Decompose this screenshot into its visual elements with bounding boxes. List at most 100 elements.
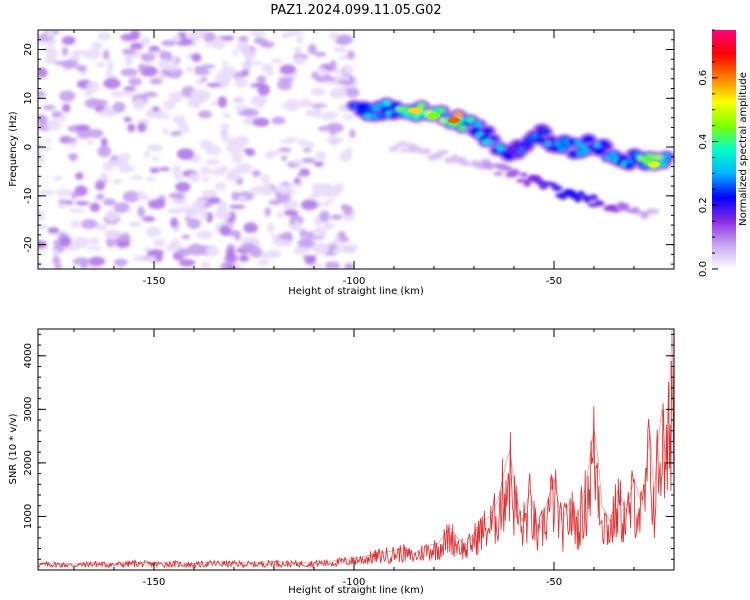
noise-spot <box>307 194 321 199</box>
spectrogram-heatmap <box>38 30 674 269</box>
noise-spot <box>57 199 74 204</box>
ridge-core <box>584 136 593 142</box>
noise-spot <box>344 262 355 269</box>
noise-spot <box>147 199 166 210</box>
ridge-core <box>436 107 446 114</box>
noise-spot <box>206 158 221 165</box>
branch-spot <box>483 162 496 170</box>
noise-spot <box>306 256 315 262</box>
noise-spot <box>62 103 71 113</box>
y-tick-label: 2000 <box>23 450 34 475</box>
noise-spot <box>113 258 128 267</box>
y-tick-label: 1000 <box>23 504 34 529</box>
noise-spot <box>266 222 275 234</box>
noise-spot <box>339 55 348 61</box>
ridge-core <box>411 114 421 120</box>
x-tick-label: -150 <box>143 276 166 287</box>
noise-spot <box>205 211 213 223</box>
noise-spot <box>305 231 314 239</box>
ridge-core <box>389 112 398 118</box>
noise-spot <box>121 48 136 55</box>
noise-spot <box>337 230 347 240</box>
noise-spot <box>285 137 298 143</box>
noise-spot <box>243 222 258 234</box>
noise-spot <box>186 66 194 73</box>
ridge-core <box>489 137 497 142</box>
noise-spot <box>147 144 164 152</box>
noise-spot <box>271 58 284 64</box>
snr-xlabel: Height of straight line (km) <box>288 585 424 596</box>
noise-spot <box>130 30 141 40</box>
noise-spot <box>237 110 252 116</box>
ridge-core <box>358 109 366 115</box>
noise-spot <box>338 79 355 86</box>
noise-spot <box>231 152 243 164</box>
noise-spot <box>123 86 136 91</box>
noise-spot <box>99 172 109 181</box>
noise-spot <box>326 136 344 144</box>
noise-spot <box>197 110 213 119</box>
noise-spot <box>203 31 216 43</box>
noise-spot <box>155 254 163 262</box>
noise-spot <box>170 130 182 137</box>
noise-spot <box>252 117 270 127</box>
noise-spot <box>83 89 94 97</box>
noise-spot <box>278 147 292 153</box>
noise-spot <box>86 246 103 251</box>
noise-spot <box>253 94 265 104</box>
noise-spot <box>232 49 239 56</box>
noise-spot <box>89 202 101 212</box>
noise-spot <box>264 150 276 159</box>
noise-spot <box>315 150 327 161</box>
noise-spot <box>142 216 156 222</box>
noise-spot <box>176 247 191 257</box>
noise-spot <box>234 76 248 88</box>
ridge-core <box>416 102 427 109</box>
noise-spot <box>153 238 166 248</box>
noise-spot <box>129 221 142 228</box>
noise-spot <box>319 210 330 223</box>
ridge-core <box>382 100 392 106</box>
noise-spot <box>232 262 242 269</box>
noise-spot <box>110 90 127 98</box>
noise-spot <box>278 77 295 82</box>
ridge-core <box>535 137 543 142</box>
noise-spot <box>272 238 286 246</box>
noise-spot <box>194 67 210 76</box>
noise-spot <box>172 34 182 43</box>
noise-spot <box>293 177 301 184</box>
noise-spot <box>158 166 171 172</box>
noise-spot <box>159 50 167 61</box>
branch-spot <box>432 154 444 159</box>
ridge-core <box>466 117 475 123</box>
noise-spot <box>205 145 222 156</box>
noise-spot <box>349 128 356 139</box>
x-tick-label: -100 <box>343 577 366 588</box>
noise-spot <box>102 161 114 172</box>
noise-spot <box>300 199 318 211</box>
noise-spot <box>72 236 90 249</box>
noise-spot <box>107 60 114 72</box>
noise-spot <box>276 212 284 219</box>
noise-spot <box>95 62 106 68</box>
noise-spot <box>55 188 73 197</box>
noise-spot <box>250 83 266 88</box>
noise-spot <box>181 234 191 240</box>
noise-spot <box>264 181 271 193</box>
x-tick-label: -100 <box>343 276 366 287</box>
noise-spot <box>296 172 306 177</box>
noise-spot <box>124 54 133 67</box>
noise-spot <box>305 141 315 149</box>
noise-spot <box>71 191 78 200</box>
noise-spot <box>75 201 90 206</box>
noise-spot <box>200 77 208 82</box>
snr-ticks: -150 -100 -50 1000 2000 3000 4000 <box>23 329 675 588</box>
noise-spot <box>74 185 88 197</box>
noise-spot <box>97 32 112 41</box>
noise-spot <box>38 189 55 196</box>
noise-spot <box>329 126 337 136</box>
y-tick-label: -20 <box>23 236 34 252</box>
